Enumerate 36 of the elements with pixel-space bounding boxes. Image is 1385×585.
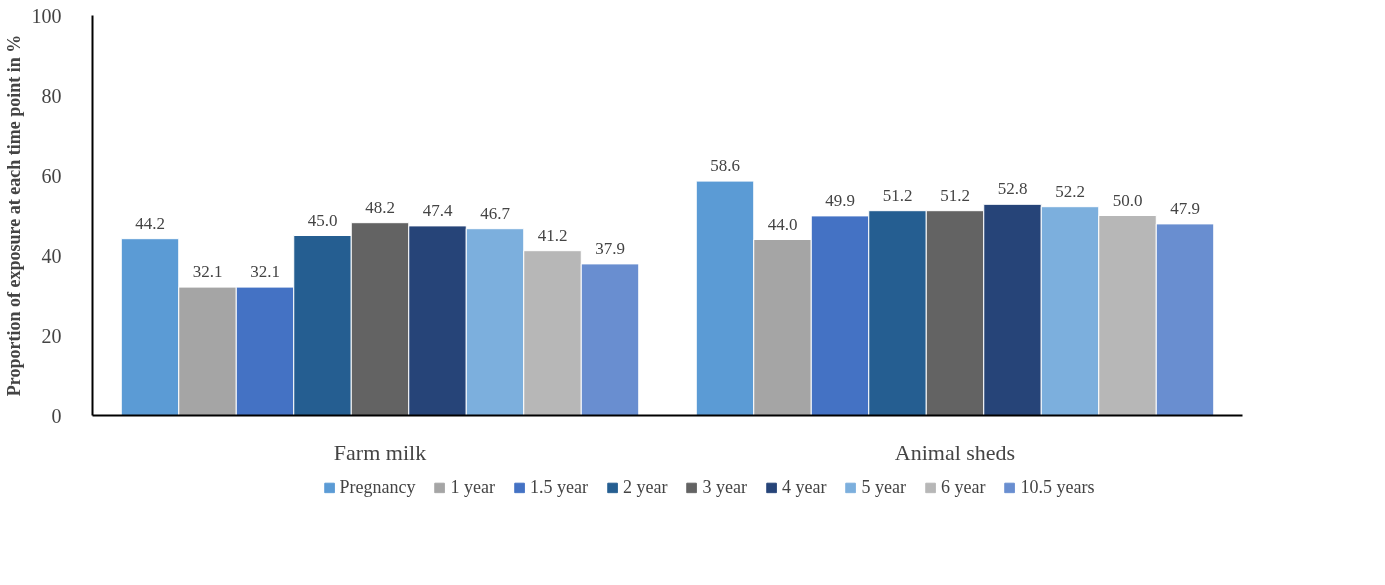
data-label: 47.4 bbox=[422, 200, 453, 220]
legend-label: 1.5 year bbox=[530, 476, 589, 498]
legend-label: 5 year bbox=[861, 476, 906, 498]
y-tick-label: 40 bbox=[41, 244, 62, 267]
data-label: 58.6 bbox=[710, 156, 740, 176]
data-label: 37.9 bbox=[595, 238, 625, 258]
data-label: 32.1 bbox=[192, 262, 223, 282]
data-label: 49.9 bbox=[825, 190, 855, 210]
data-label: 50.0 bbox=[1112, 190, 1143, 210]
legend-label: 1 year bbox=[450, 476, 496, 498]
legend-label: 4 year bbox=[781, 476, 827, 498]
data-label: 45.0 bbox=[307, 210, 338, 230]
legend-label: 10.5 years bbox=[1020, 476, 1095, 498]
y-axis-title: Proportion of exposure at each time point in % bbox=[3, 34, 24, 397]
data-label: 32.1 bbox=[250, 262, 280, 282]
y-tick-label: 0 bbox=[51, 404, 62, 427]
legend-label: 2 year bbox=[623, 476, 668, 498]
data-label: 47.9 bbox=[1170, 198, 1200, 218]
legend-label: 3 year bbox=[702, 476, 747, 498]
data-label: 44.2 bbox=[135, 213, 165, 233]
legend-label: Pregnancy bbox=[339, 476, 416, 498]
data-label: 52.8 bbox=[997, 179, 1028, 199]
y-tick-label: 20 bbox=[41, 324, 62, 347]
data-label: 44.0 bbox=[767, 214, 798, 234]
data-label: 48.2 bbox=[365, 197, 395, 217]
data-label: 46.7 bbox=[480, 203, 511, 223]
legend-label: 6 year bbox=[940, 476, 986, 498]
y-tick-label: 80 bbox=[41, 84, 62, 107]
data-label: 51.2 bbox=[882, 185, 913, 205]
data-label: 52.2 bbox=[1055, 181, 1085, 201]
x-tick-label: Farm milk bbox=[333, 439, 427, 465]
y-tick-label: 100 bbox=[31, 4, 62, 27]
x-tick-label: Animal sheds bbox=[894, 439, 1016, 465]
y-tick-label: 60 bbox=[41, 164, 62, 187]
data-label: 41.2 bbox=[537, 225, 568, 245]
data-label: 51.2 bbox=[940, 185, 970, 205]
